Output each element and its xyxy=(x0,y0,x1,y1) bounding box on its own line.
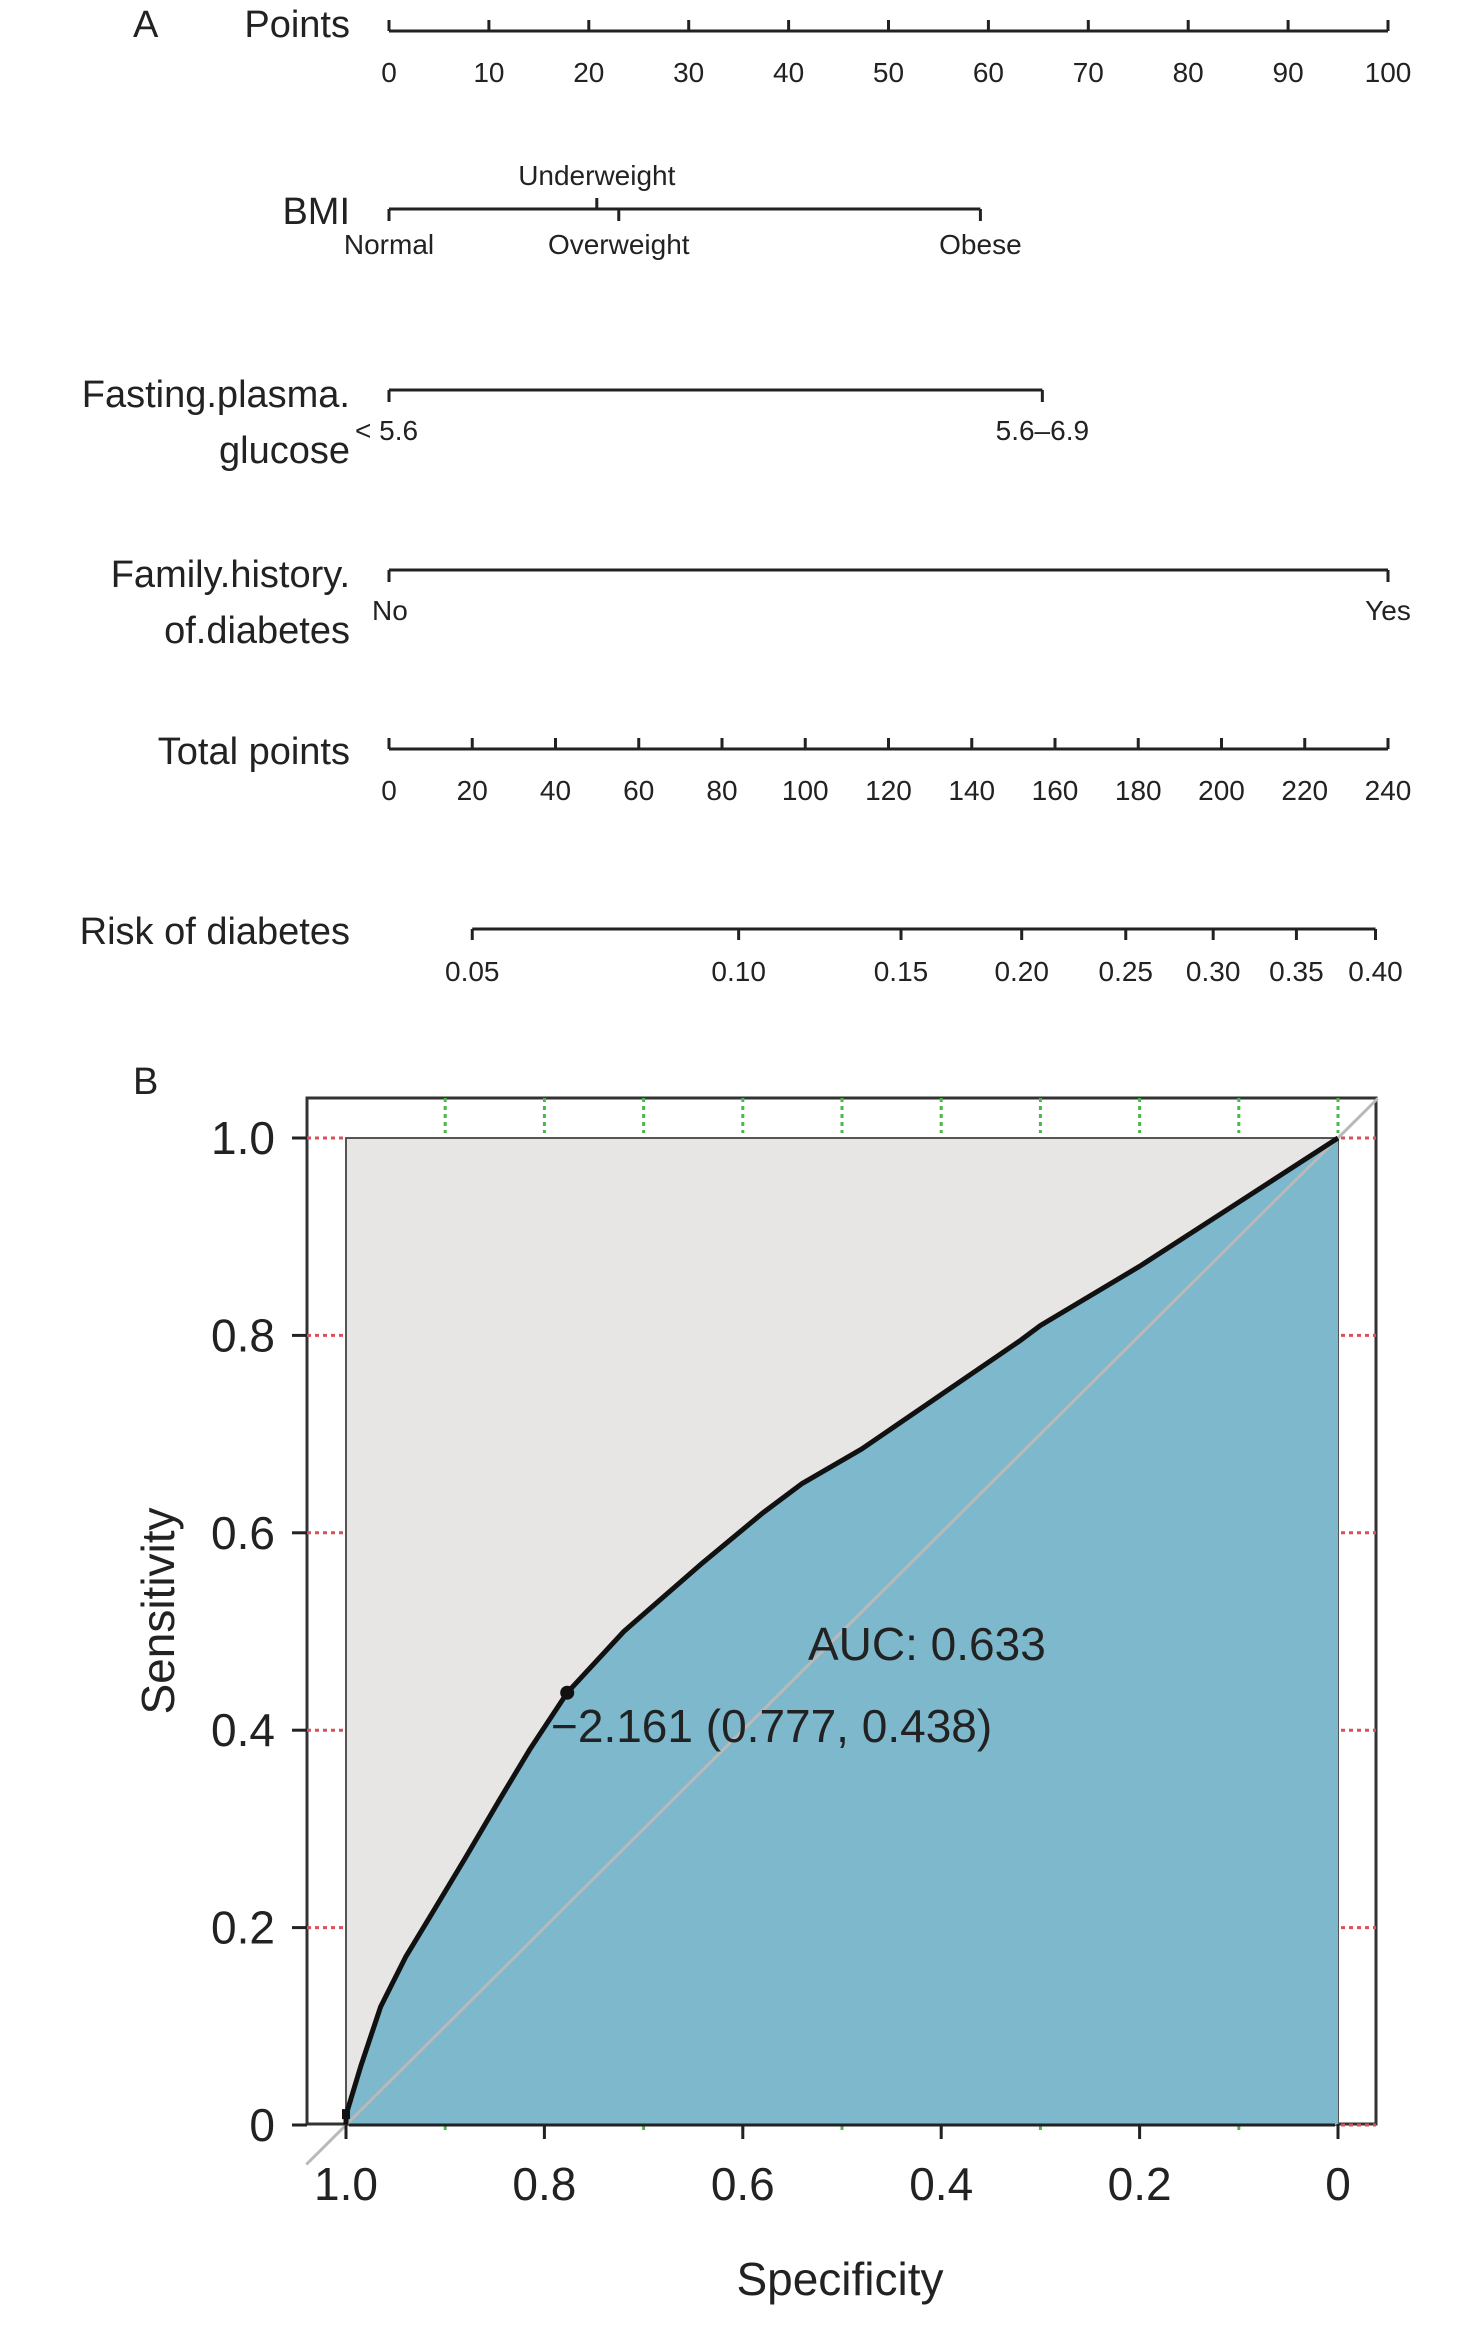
x-tick-label: 1.0 xyxy=(314,2158,378,2210)
nomogram-tick-label: 160 xyxy=(1032,775,1079,806)
nomogram-tick-label: 0 xyxy=(381,775,397,806)
nomogram-tick-label: 10 xyxy=(473,57,504,88)
y-tick-label: 0.2 xyxy=(211,1902,275,1954)
y-tick-label: 0.6 xyxy=(211,1507,275,1559)
nomogram-tick-label: 200 xyxy=(1198,775,1245,806)
roc-axes-layer: 0 0.2 0.4 0.6 0.8 1.0 1.0 0.8 0.6 0.4 0.2 0 xyxy=(211,1112,1351,2210)
threshold-annotation: −2.161 (0.777, 0.438) xyxy=(551,1700,992,1752)
roc-grid-layer xyxy=(307,1098,1376,2130)
nomogram-tick-label: 70 xyxy=(1073,57,1104,88)
nomogram-level-label: 5.6–6.9 xyxy=(996,415,1089,446)
roc-curve xyxy=(343,1135,1340,2125)
y-tick-label: 0.8 xyxy=(211,1309,275,1361)
nomogram-tick-label: 20 xyxy=(457,775,488,806)
nomogram-row-label: Family.history. xyxy=(111,554,350,596)
nomogram-level-label: < 5.6 xyxy=(355,415,418,446)
nomogram-level-label: Underweight xyxy=(518,160,675,191)
y-tick-label: 0.4 xyxy=(211,1704,275,1756)
nomogram-tick-label: 100 xyxy=(1365,57,1412,88)
y-tick-label: 1.0 xyxy=(211,1112,275,1164)
nomogram-tick-label: 30 xyxy=(673,57,704,88)
roc-curve-layer xyxy=(305,1097,1379,2166)
nomogram-row-label: glucose xyxy=(219,430,350,472)
nomogram-tick-label: 90 xyxy=(1273,57,1304,88)
nomogram-tick-label: 0.25 xyxy=(1099,956,1154,987)
nomogram-tick-label: 80 xyxy=(706,775,737,806)
nomogram-tick-label: 60 xyxy=(973,57,1004,88)
nomogram-tick-label: 0 xyxy=(381,57,397,88)
nomogram-row-label: BMI xyxy=(282,191,350,233)
nomogram-row-label: Total points xyxy=(158,731,350,773)
panel-b-label: B xyxy=(133,1061,158,1103)
nomogram-tick-label: 240 xyxy=(1365,775,1412,806)
x-axis-title: Specificity xyxy=(736,2253,943,2305)
x-tick-label: 0.8 xyxy=(512,2158,576,2210)
nomogram-level-label: Yes xyxy=(1365,595,1411,626)
x-tick-label: 0 xyxy=(1325,2158,1351,2210)
curve-start-marker xyxy=(342,2109,350,2120)
chance-diagonal xyxy=(305,1097,1379,2166)
auc-annotation: AUC: 0.633 xyxy=(808,1618,1046,1670)
nomogram-tick-label: 220 xyxy=(1281,775,1328,806)
nomogram-tick-label: 80 xyxy=(1173,57,1204,88)
y-tick-label: 0 xyxy=(249,2099,275,2151)
nomogram-row-label: of.diabetes xyxy=(164,610,350,652)
nomogram-level-label: No xyxy=(372,595,408,626)
x-tick-label: 0.2 xyxy=(1108,2158,1172,2210)
nomogram-tick-label: 0.30 xyxy=(1186,956,1241,987)
nomogram-tick-label: 40 xyxy=(773,57,804,88)
nomogram-level-label: Obese xyxy=(939,229,1022,260)
nomogram-row-label: Points xyxy=(244,4,350,46)
nomogram-tick-label: 180 xyxy=(1115,775,1162,806)
nomogram-row-label: Risk of diabetes xyxy=(80,911,350,953)
nomogram-tick-label: 40 xyxy=(540,775,571,806)
nomogram-level-label: Normal xyxy=(344,229,434,260)
nomogram-tick-label: 0.20 xyxy=(994,956,1049,987)
x-tick-label: 0.6 xyxy=(711,2158,775,2210)
nomogram-tick-label: 20 xyxy=(573,57,604,88)
nomogram-tick-label: 0.40 xyxy=(1348,956,1403,987)
roc-panel: B 0 0.2 0.4 0.6 0.8 1.0 1.0 0.8 0.6 0.4 0.2 0 AUC: … xyxy=(132,1061,1379,2305)
nomogram-tick-label: 60 xyxy=(623,775,654,806)
panel-a-label: A xyxy=(133,4,159,46)
nomogram-tick-label: 100 xyxy=(782,775,829,806)
nomogram-tick-label: 140 xyxy=(948,775,995,806)
x-tick-label: 0.4 xyxy=(909,2158,973,2210)
nomogram-tick-label: 50 xyxy=(873,57,904,88)
nomogram-tick-label: 0.05 xyxy=(445,956,500,987)
y-axis-title: Sensitivity xyxy=(132,1507,184,1714)
nomogram-tick-label: 0.35 xyxy=(1269,956,1324,987)
nomogram-level-label: Overweight xyxy=(548,229,690,260)
nomogram-row-label: Fasting.plasma. xyxy=(82,374,350,416)
nomogram-tick-label: 0.15 xyxy=(874,956,929,987)
nomogram-tick-label: 0.10 xyxy=(711,956,766,987)
nomogram-tick-label: 120 xyxy=(865,775,912,806)
threshold-point xyxy=(560,1685,575,1700)
